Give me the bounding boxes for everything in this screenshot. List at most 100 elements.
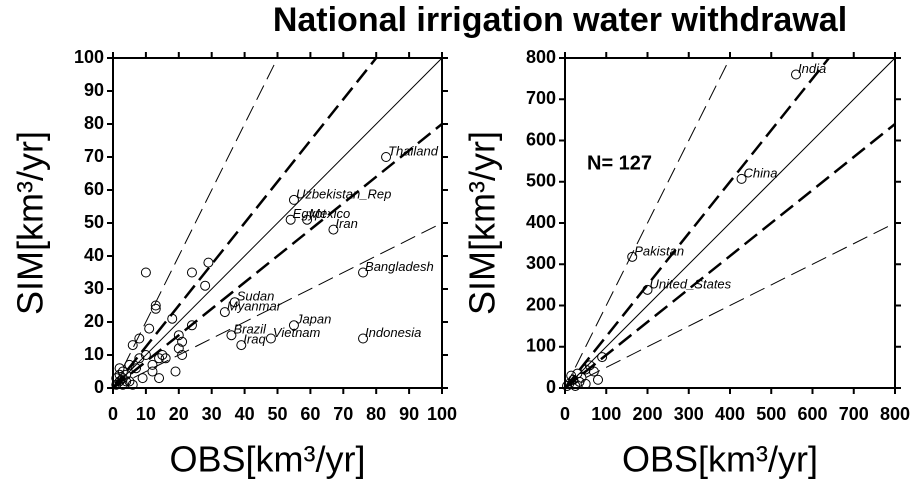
y-tick-label: 200 [526, 294, 556, 314]
reference-line [112, 57, 378, 389]
x-tick-label: 40 [235, 404, 255, 424]
data-point [226, 330, 237, 341]
point-label: Thailand [388, 143, 439, 158]
data-point [117, 366, 128, 377]
data-point [588, 366, 599, 377]
data-point [203, 257, 214, 268]
point-label: Egypt [293, 206, 328, 221]
y-tick-label: 700 [526, 88, 556, 108]
y-tick-label: 100 [526, 336, 556, 356]
reference-line [112, 123, 443, 389]
data-point [186, 320, 197, 331]
x-tick-label: 50 [267, 404, 287, 424]
data-point [358, 267, 369, 278]
data-point [285, 214, 296, 225]
point-label: Japan [295, 312, 331, 327]
point-label: Bangladesh [365, 259, 434, 274]
reference-line [564, 57, 896, 389]
x-tick-label: 30 [202, 404, 222, 424]
data-point [147, 359, 158, 370]
point-label: Myanmar [227, 299, 282, 314]
y-tick-label: 80 [84, 113, 104, 133]
reference-line [112, 222, 443, 389]
data-point [134, 333, 145, 344]
y-axis-title: SIM[km³/yr] [10, 131, 51, 315]
data-point [302, 214, 313, 225]
y-tick-label: 100 [74, 47, 104, 67]
reference-line [564, 123, 896, 389]
data-point [134, 353, 145, 364]
data-point [167, 313, 178, 324]
data-point [124, 376, 135, 387]
y-tick-label: 40 [84, 245, 104, 265]
x-tick-label: 100 [427, 404, 457, 424]
figure-title: National irrigation water withdrawal [273, 1, 847, 39]
data-point [144, 323, 155, 334]
y-tick-label: 300 [526, 253, 556, 273]
data-point [566, 370, 577, 381]
x-tick-label: 0 [108, 404, 118, 424]
y-tick-label: 60 [84, 179, 104, 199]
data-point [597, 352, 608, 363]
x-tick-label: 200 [632, 404, 662, 424]
x-axis-title: OBS[km³/yr] [622, 439, 818, 480]
data-point [288, 320, 299, 331]
x-tick-label: 600 [797, 404, 827, 424]
point-label: Uzbekistan_Rep [296, 186, 391, 201]
y-tick-label: 70 [84, 146, 104, 166]
y-tick-label: 0 [546, 377, 556, 397]
y-tick-label: 0 [94, 377, 104, 397]
reference-line [564, 57, 830, 389]
data-point [160, 353, 171, 364]
data-point [562, 380, 573, 391]
point-label: Iraq [243, 332, 266, 347]
data-point [157, 350, 168, 360]
y-tick-label: 500 [526, 171, 556, 191]
data-point [177, 350, 188, 360]
data-point [147, 366, 158, 377]
data-point [131, 363, 142, 374]
reference-line [564, 222, 896, 389]
x-tick-label: 700 [839, 404, 869, 424]
reference-line [112, 57, 443, 389]
data-point [593, 374, 603, 385]
plot-frame [564, 57, 896, 389]
data-point [137, 373, 148, 384]
data-point [288, 194, 299, 205]
data-point [114, 376, 125, 387]
point-label: Sudan [237, 289, 275, 304]
y-tick-label: 800 [526, 47, 556, 67]
x-tick-label: 300 [674, 404, 704, 424]
data-point [117, 379, 128, 390]
data-point [173, 330, 184, 341]
data-point [627, 251, 638, 262]
data-point [154, 373, 165, 384]
data-point [173, 343, 184, 354]
data-point [150, 300, 161, 311]
point-label: Brazil [233, 322, 267, 337]
data-point [114, 363, 125, 374]
x-tick-label: 0 [560, 404, 570, 424]
x-tick-label: 400 [715, 404, 745, 424]
data-point [791, 69, 801, 80]
data-point [111, 379, 122, 390]
data-point [229, 297, 240, 308]
data-point [140, 350, 151, 360]
x-tick-label: 500 [756, 404, 786, 424]
y-tick-label: 20 [84, 311, 104, 331]
data-point [381, 152, 392, 162]
point-label: Indonesia [365, 325, 421, 340]
data-point [150, 303, 161, 314]
x-tick-label: 70 [333, 404, 353, 424]
y-tick-label: 400 [526, 212, 556, 232]
data-point [642, 284, 653, 295]
data-point [127, 340, 138, 351]
reference-line [564, 57, 731, 389]
data-point [328, 224, 339, 235]
y-tick-label: 50 [84, 212, 104, 232]
reference-line [112, 57, 278, 389]
data-point [358, 333, 369, 344]
x-tick-label: 80 [366, 404, 386, 424]
data-point [177, 336, 188, 347]
